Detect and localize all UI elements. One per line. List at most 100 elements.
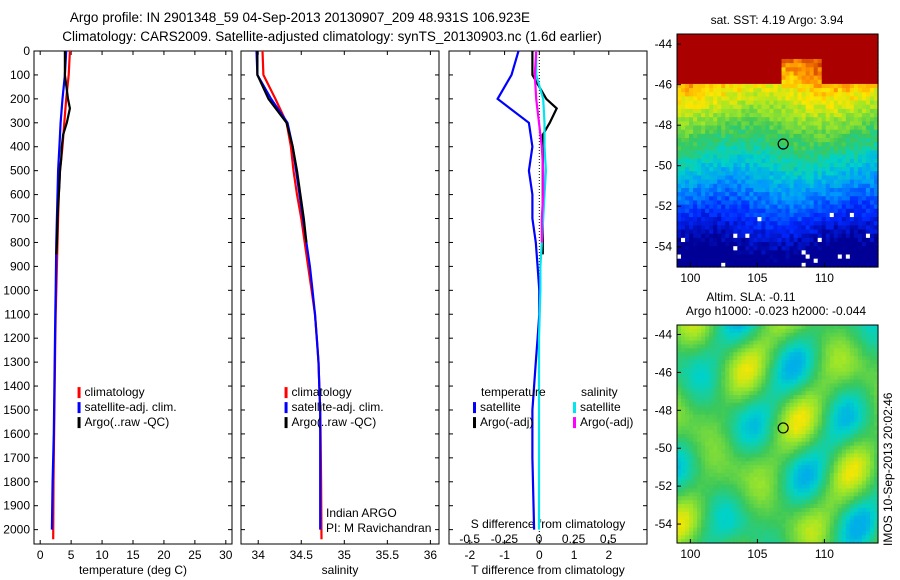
heatmap-cell [721,167,726,172]
heatmap-cell [701,430,706,435]
y-tick-label: 1300 [3,355,30,369]
heatmap-cell [745,434,750,439]
heatmap-cell [789,348,795,353]
heatmap-cell [825,138,831,143]
heatmap-cell [693,113,698,118]
heatmap-cell [809,104,815,110]
heatmap-cell [717,465,722,470]
heatmap-cell [749,469,754,474]
heatmap-cell [733,125,738,131]
heatmap-cell [689,395,694,400]
heatmap-cell [869,360,875,365]
heatmap-cell [801,138,807,143]
heatmap-cell [805,418,811,423]
heatmap-cell [705,150,710,156]
heatmap-cell [681,340,686,346]
heatmap-cell [837,187,843,193]
heatmap-cell [837,121,843,127]
heatmap-cell [825,414,831,420]
heatmap-cell [725,187,730,193]
heatmap-cell [821,391,827,396]
heatmap-cell [725,92,730,98]
heatmap-cell [781,121,787,127]
heatmap-cell [681,453,686,458]
heatmap-cell [829,167,835,172]
heatmap-cell [809,38,815,43]
heatmap-cell [741,367,746,373]
heatmap-cell [733,356,738,361]
heatmap-cell [737,117,742,122]
heatmap-cell [685,360,690,365]
heatmap-cell [709,221,714,226]
heatmap-cell [809,360,815,365]
heatmap-cell [685,246,690,251]
heatmap-cell [841,50,847,56]
heatmap-cell [693,465,698,470]
heatmap-cell [805,133,811,139]
heatmap-cell [697,449,702,455]
heatmap-cell [689,100,694,106]
heatmap-cell [689,422,694,427]
heatmap-cell [849,133,855,139]
heatmap-cell [781,200,787,206]
heatmap-cell [697,121,702,127]
heatmap-cell [745,356,750,361]
heatmap-cell [681,469,686,474]
heatmap-cell [701,179,706,185]
heatmap-cell [809,402,815,408]
heatmap-cell [721,402,726,408]
heatmap-cell [709,472,714,478]
heatmap-cell [785,237,791,243]
heatmap-cell [813,395,819,400]
heatmap-cell [789,108,795,114]
heatmap-cell [845,125,851,131]
heatmap-cell [753,183,758,189]
heatmap-cell [773,445,779,451]
heatmap-cell [845,441,851,447]
heatmap-cell [745,162,750,168]
heatmap-cell [789,187,795,193]
heatmap-cell [825,332,831,338]
heatmap-cell [777,258,783,264]
heatmap-cell [801,129,807,135]
heatmap-cell [721,325,726,330]
heatmap-cell [741,96,746,102]
heatmap-cell [749,100,754,106]
heatmap-cell [821,58,827,64]
heatmap-cell [701,461,706,466]
heatmap-cell [785,154,791,160]
heatmap-cell [869,461,875,466]
heatmap-cell [837,391,843,396]
heatmap-cell [865,418,871,423]
heatmap-cell [873,225,879,231]
heatmap-cell [793,196,799,202]
heatmap-cell [873,469,879,474]
heatmap-cell [761,58,767,64]
heatmap-cell [781,246,787,251]
heatmap-cell [805,175,811,181]
heatmap-cell [745,449,750,455]
heatmap-cell [713,133,718,139]
heatmap-cell [745,104,750,110]
heatmap-cell [853,375,859,381]
heatmap-cell [809,418,815,423]
heatmap-cell [741,336,746,342]
heatmap-cell [797,360,803,365]
heatmap-cell [757,242,763,247]
heatmap-cell [709,325,714,330]
heatmap-cell [853,34,859,39]
heatmap-cell [729,212,734,218]
heatmap-cell [769,356,775,361]
heatmap-cell [689,233,694,239]
heatmap-cell [737,113,742,118]
heatmap-cell [737,371,742,377]
heatmap-cell [861,167,867,172]
heatmap-cell [833,352,839,357]
heatmap-cell [849,204,855,210]
heatmap-cell [737,418,742,423]
heatmap-cell [793,63,799,68]
heatmap-cell [793,217,799,222]
heatmap-cell [677,344,682,349]
heatmap-cell [837,75,843,81]
heatmap-cell [717,237,722,243]
